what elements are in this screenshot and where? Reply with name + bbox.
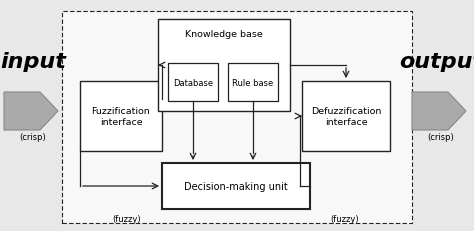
Text: Database: Database: [173, 78, 213, 87]
Text: output: output: [399, 52, 474, 72]
Bar: [158, 20, 290, 112]
Bar: [228, 64, 278, 102]
Text: input: input: [0, 52, 66, 72]
Text: Knowledge base: Knowledge base: [185, 30, 263, 39]
Text: Decision-making unit: Decision-making unit: [184, 181, 288, 191]
Bar: [80, 82, 162, 151]
Text: (crisp): (crisp): [428, 132, 455, 141]
Bar: [168, 64, 218, 102]
Text: (crisp): (crisp): [19, 132, 46, 141]
Text: (fuzzy): (fuzzy): [113, 215, 141, 224]
FancyArrow shape: [4, 93, 58, 131]
Text: Rule base: Rule base: [232, 78, 273, 87]
Text: Fuzzification
interface: Fuzzification interface: [91, 107, 150, 126]
Bar: [302, 82, 390, 151]
Bar: [162, 163, 310, 209]
Bar: [62, 12, 412, 223]
Text: Defuzzification
interface: Defuzzification interface: [311, 107, 381, 126]
Text: (fuzzy): (fuzzy): [331, 215, 359, 224]
FancyArrow shape: [412, 93, 466, 131]
